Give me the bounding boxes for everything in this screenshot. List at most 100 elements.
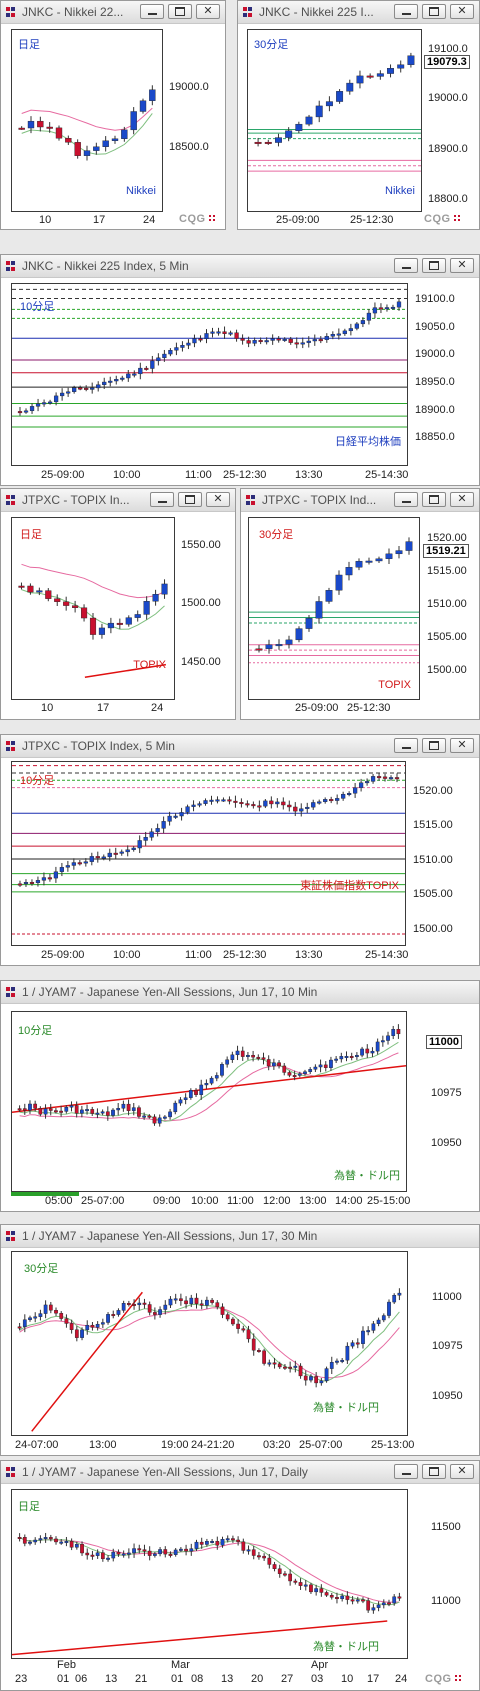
candlestick [43, 1304, 48, 1314]
candlestick [168, 1298, 173, 1306]
window-titlebar[interactable]: JTPXC - TOPIX Ind... ✕ [241, 489, 479, 512]
candlestick [264, 141, 272, 144]
minimize-button[interactable] [140, 4, 164, 19]
price-chart [17, 1288, 402, 1432]
brand-text: CQG [179, 213, 206, 225]
window-titlebar[interactable]: JNKC - Nikkei 225 I... ✕ [238, 1, 479, 24]
close-button[interactable]: ✕ [450, 1464, 474, 1479]
candlestick [147, 1115, 152, 1118]
candlestick [59, 1313, 64, 1319]
chart-window-nikkei-daily[interactable]: JNKC - Nikkei 22... ✕ 日足 Nikkei 19000.0 … [0, 0, 226, 230]
plot-area[interactable]: 10分足 為替・ドル円 [11, 1011, 407, 1192]
chart-window-topix-5min[interactable]: JTPXC - TOPIX Index, 5 Min ✕ 10分足 東証株価指数… [0, 734, 480, 966]
cqg-app-icon [246, 495, 256, 505]
candlestick [230, 1054, 235, 1060]
candlestick [28, 1103, 32, 1111]
candlestick [348, 328, 353, 332]
candlestick [80, 1329, 84, 1338]
maximize-button[interactable] [422, 738, 446, 753]
y-tick-label: 11000 [431, 1595, 461, 1607]
chart-window-topix-30min[interactable]: JTPXC - TOPIX Ind... ✕ 30分足 TOPIX 1520.0… [240, 488, 480, 720]
candlestick [384, 307, 390, 310]
maximize-button[interactable] [422, 4, 446, 19]
candlestick [28, 1317, 32, 1320]
chart-window-yen-daily[interactable]: 1 / JYAM7 - Japanese Yen-All Sessions, J… [0, 1460, 480, 1691]
chart-window-nikkei-30min[interactable]: JNKC - Nikkei 225 I... ✕ 30分足 Nikkei 191… [237, 0, 480, 230]
plot-area[interactable]: 10分足 日経平均株価 [11, 283, 408, 466]
minimize-button[interactable] [394, 738, 418, 753]
window-titlebar[interactable]: 1 / JYAM7 - Japanese Yen-All Sessions, J… [1, 1225, 479, 1248]
candlestick [17, 883, 23, 886]
candlestick [361, 1330, 365, 1344]
plot-area[interactable]: 10分足 東証株価指数TOPIX [11, 761, 406, 946]
candlestick [245, 803, 250, 806]
cqg-app-icon [6, 7, 16, 17]
candlestick [298, 1365, 303, 1377]
candlestick [263, 800, 268, 807]
maximize-button[interactable] [422, 492, 446, 507]
candlestick [305, 618, 313, 629]
minimize-button[interactable] [394, 492, 418, 507]
candlestick [191, 804, 196, 807]
plot-area[interactable]: 30分足 TOPIX [248, 517, 420, 700]
candlestick [372, 307, 378, 314]
y-tick-label: 19100.0 [415, 293, 455, 305]
window-titlebar[interactable]: JTPXC - TOPIX Index, 5 Min ✕ [1, 735, 479, 758]
window-titlebar[interactable]: JNKC - Nikkei 225 Index, 5 Min ✕ [1, 255, 479, 278]
candlestick [277, 1568, 282, 1574]
candlestick [381, 1602, 386, 1606]
minimize-button[interactable] [394, 1464, 418, 1479]
maximize-button[interactable] [422, 1464, 446, 1479]
close-button[interactable]: ✕ [196, 4, 220, 19]
candlestick [251, 1338, 256, 1351]
candlestick [43, 1108, 48, 1115]
x-tick-label: 13 [105, 1673, 118, 1685]
x-tick-label: 14:00 [335, 1195, 363, 1207]
candlestick [64, 1107, 69, 1112]
minimize-button[interactable] [150, 492, 174, 507]
candlestick [199, 1541, 204, 1545]
y-tick-label: 1450.00 [181, 656, 221, 668]
candlestick [45, 590, 52, 599]
plot-area[interactable]: 日足 TOPIX [11, 517, 175, 700]
cqg-logo-icon [453, 1674, 463, 1683]
candlestick [126, 1103, 131, 1111]
candlestick [241, 1328, 246, 1331]
candlestick [216, 331, 221, 334]
minimize-button[interactable] [394, 258, 418, 273]
close-button[interactable]: ✕ [450, 4, 474, 19]
candlestick [47, 877, 53, 880]
minimize-button[interactable] [394, 4, 418, 19]
chart-window-yen-30min[interactable]: 1 / JYAM7 - Japanese Yen-All Sessions, J… [0, 1224, 480, 1456]
close-button[interactable]: ✕ [206, 492, 230, 507]
close-button[interactable]: ✕ [450, 258, 474, 273]
plot-area[interactable]: 30分足 Nikkei [247, 29, 422, 212]
plot-area[interactable]: 日足 為替・ドル円 [11, 1489, 408, 1659]
plot-area[interactable]: 30分足 為替・ドル円 [11, 1251, 408, 1436]
maximize-button[interactable] [168, 4, 192, 19]
window-titlebar[interactable]: 1 / JYAM7 - Japanese Yen-All Sessions, J… [1, 981, 479, 1004]
maximize-button[interactable] [422, 258, 446, 273]
candlestick [325, 590, 333, 602]
candlestick [376, 1604, 381, 1608]
chart-window-topix-daily[interactable]: JTPXC - TOPIX In... ✕ 日足 TOPIX 1550.00 1… [0, 488, 236, 720]
chart-window-nikkei-5min[interactable]: JNKC - Nikkei 225 Index, 5 Min ✕ 10分足 日経… [0, 254, 480, 486]
x-tick-label: 17 [367, 1673, 380, 1685]
instrument-label: Nikkei [126, 185, 156, 197]
x-tick-label: 25-15:00 [367, 1195, 411, 1207]
window-titlebar[interactable]: JNKC - Nikkei 22... ✕ [1, 1, 225, 24]
window-titlebar[interactable]: JTPXC - TOPIX In... ✕ [1, 489, 235, 512]
candlestick [396, 1029, 401, 1035]
window-titlebar[interactable]: 1 / JYAM7 - Japanese Yen-All Sessions, J… [1, 1461, 479, 1484]
plot-area[interactable]: 日足 Nikkei [11, 29, 163, 212]
candlestick [329, 1362, 334, 1369]
chart-window-yen-10min[interactable]: 1 / JYAM7 - Japanese Yen-All Sessions, J… [0, 980, 480, 1212]
candlestick [74, 1105, 79, 1114]
close-button[interactable]: ✕ [450, 492, 474, 507]
candlestick [366, 1600, 371, 1611]
candlestick [231, 1318, 235, 1325]
candlestick [355, 560, 363, 568]
candlestick [85, 1552, 90, 1556]
maximize-button[interactable] [178, 492, 202, 507]
close-button[interactable]: ✕ [450, 738, 474, 753]
